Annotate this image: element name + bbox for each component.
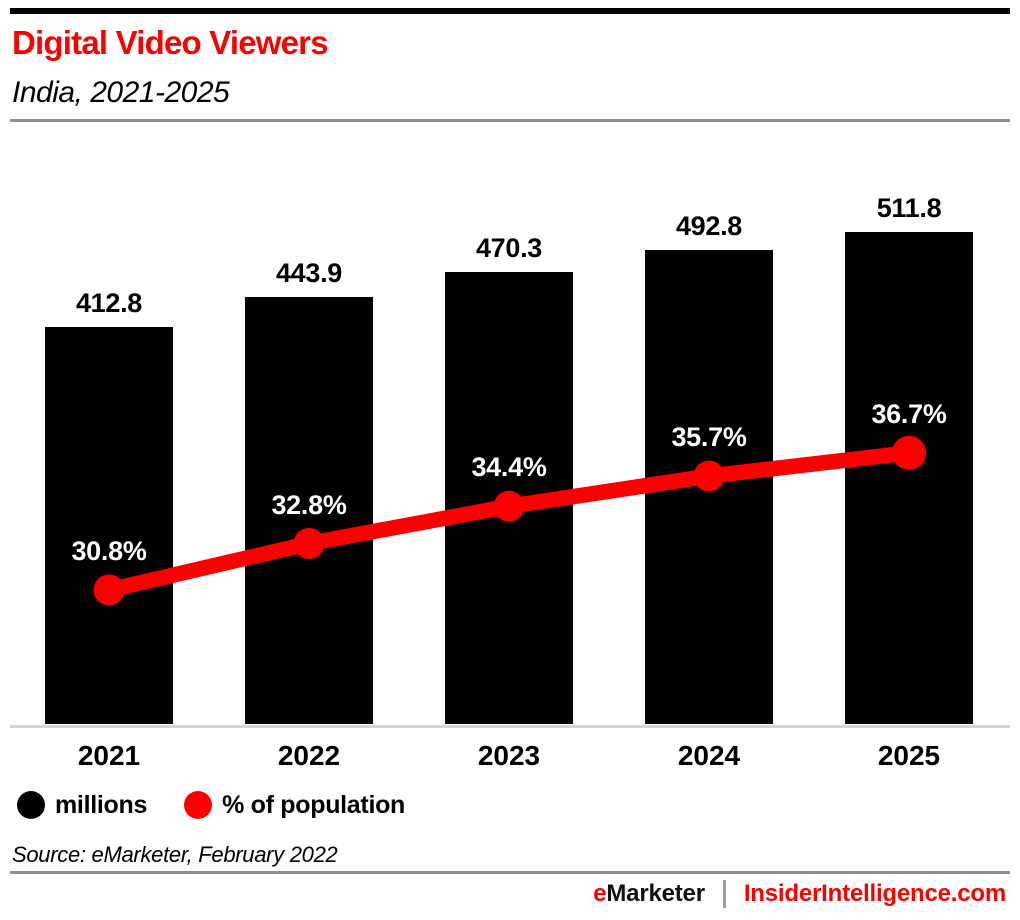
legend-dot-millions-icon <box>17 791 45 819</box>
footer-divider <box>10 871 1010 874</box>
footer-brand: eMarketer InsiderIntelligence.com <box>593 879 1006 909</box>
x-axis-tick-label: 2022 <box>277 740 341 771</box>
bar-value-label: 412.8 <box>75 288 143 319</box>
pct-value-label: 35.7% <box>671 422 747 453</box>
x-axis-tick-label: 2024 <box>677 740 741 771</box>
pct-value-label: 34.4% <box>471 452 547 483</box>
legend-dot-population-icon <box>184 791 213 819</box>
header-divider <box>10 119 1010 122</box>
bar-2025 <box>845 231 973 724</box>
bar-2021 <box>45 327 173 724</box>
chart-subtitle: India, 2021-2025 <box>12 76 230 109</box>
bar-2023 <box>445 271 573 724</box>
pct-value-label: 30.8% <box>71 536 147 566</box>
legend-label-millions: millions <box>55 790 148 819</box>
source-text: Source: eMarketer, February 2022 <box>12 842 338 867</box>
legend-label-population: % of population <box>222 790 406 819</box>
x-axis-line <box>10 725 1010 728</box>
x-axis-tick-label: 2025 <box>877 740 941 771</box>
chart-title: Digital Video Viewers <box>12 24 329 61</box>
legend: millions % of population <box>17 789 405 821</box>
brand-emarketer-rest: Marketer <box>606 880 705 907</box>
top-accent-bar <box>10 8 1010 14</box>
bar-value-label: 443.9 <box>275 258 343 289</box>
footer-site-link[interactable]: InsiderIntelligence.com <box>743 880 1006 907</box>
brand-emarketer: eMarketer <box>593 880 705 908</box>
bar-value-label: 492.8 <box>675 211 743 242</box>
brand-emarketer-first-letter: e <box>593 880 607 907</box>
x-axis-tick-label: 2021 <box>77 740 141 771</box>
footer-separator-icon <box>722 880 726 908</box>
bar-2024 <box>645 250 773 724</box>
pct-value-label: 36.7% <box>871 398 947 429</box>
x-axis-tick-label: 2023 <box>477 740 541 771</box>
bar-value-label: 511.8 <box>876 192 942 223</box>
pct-value-label: 32.8% <box>271 489 347 520</box>
bar-value-label: 470.3 <box>475 232 543 263</box>
